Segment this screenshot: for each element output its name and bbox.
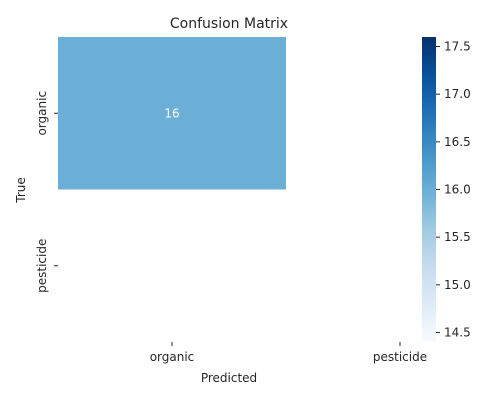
colorbar-tick-label: 15.5	[444, 230, 471, 244]
x-tick-label: pesticide	[373, 350, 427, 364]
y-tick-label: pesticide	[35, 239, 49, 293]
y-axis-label: True	[14, 177, 28, 204]
y-tick-label: organic	[35, 91, 49, 136]
heatmap-cell	[58, 37, 286, 190]
colorbar-tick-label: 15.0	[444, 278, 471, 292]
cell-value-label: 16	[164, 106, 179, 120]
y-axis: organic pesticide	[35, 91, 58, 293]
chart-title: Confusion Matrix	[170, 16, 288, 32]
colorbar-tick-label: 14.5	[444, 325, 471, 339]
colorbar-tick-label: 16.5	[444, 135, 471, 149]
x-axis-label: Predicted	[201, 371, 257, 385]
colorbar	[422, 37, 436, 342]
colorbar-tick-label: 17.5	[444, 40, 471, 54]
colorbar-axis: 14.5 15.0 15.5 16.0 16.5 17.0 17.5	[436, 40, 471, 339]
colorbar-tick-label: 16.0	[444, 183, 471, 197]
heatmap-cells: 16	[58, 37, 286, 190]
x-axis: organic pesticide	[150, 342, 427, 364]
x-tick-label: organic	[150, 350, 195, 364]
colorbar-tick-label: 17.0	[444, 87, 471, 101]
